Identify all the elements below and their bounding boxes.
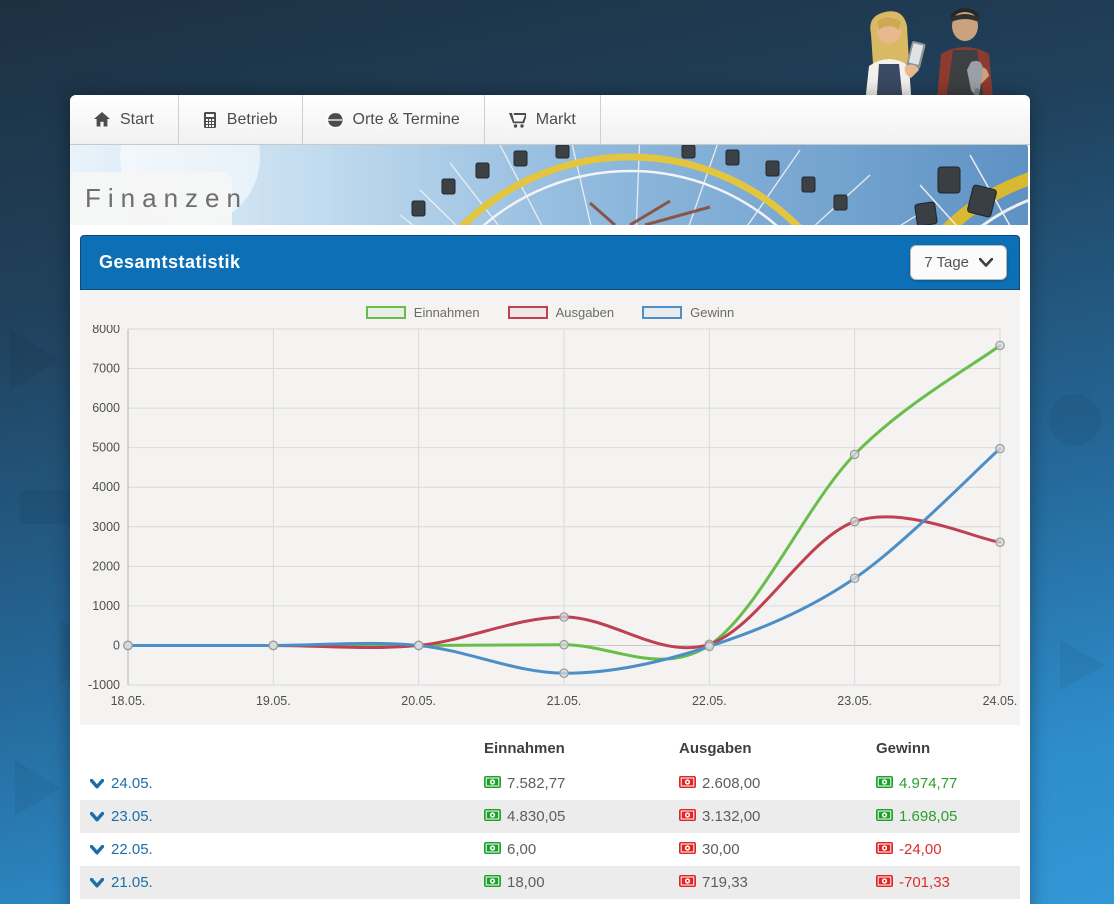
table-row-date[interactable]: 22.05.: [90, 841, 484, 858]
table-row-date[interactable]: 23.05.: [90, 808, 484, 825]
content-card: Start Betrieb Orte & Termine: [70, 95, 1030, 904]
ausgaben-value: 719,33: [679, 874, 876, 891]
einnahmen-value: 6,00: [484, 841, 679, 858]
chart-legend: Einnahmen Ausgaben Gewinn: [80, 299, 1020, 325]
table-row: 24.05. 7.582,77 2.608,00 4.974,77: [80, 767, 1020, 800]
legend-swatch: [507, 305, 548, 319]
header-gewinn: Gewinn: [876, 739, 931, 757]
chevron-down-icon: [90, 877, 104, 887]
chevron-down-icon: [90, 778, 104, 788]
page-title: Finanzen: [70, 172, 241, 225]
money-icon: [679, 776, 696, 788]
svg-text:19.05.: 19.05.: [256, 694, 291, 708]
legend-swatch: [642, 305, 683, 319]
money-icon: [484, 776, 501, 788]
svg-text:21.05.: 21.05.: [547, 694, 582, 708]
nav-tab-orte-termine[interactable]: Orte & Termine: [303, 95, 485, 144]
nav-label: Start: [120, 110, 154, 128]
legend-label: Ausgaben: [555, 304, 615, 320]
ausgaben-value: 30,00: [679, 841, 876, 858]
ausgaben-value: 3.132,00: [679, 808, 876, 825]
gewinn-value: -701,33: [876, 874, 1020, 891]
chevron-down-icon: [90, 844, 104, 854]
svg-text:23.05.: 23.05.: [837, 694, 872, 708]
cart-icon: [508, 112, 526, 128]
money-icon: [679, 875, 696, 887]
header-banner: Finanzen: [70, 145, 1030, 225]
table-row: 23.05. 4.830,05 3.132,00 1.698,05: [80, 800, 1020, 833]
money-icon: [876, 875, 893, 887]
table-header-row: Einnahmen Ausgaben Gewinn: [80, 729, 1020, 767]
range-dropdown[interactable]: 7 Tage: [910, 245, 1007, 280]
svg-text:5000: 5000: [92, 441, 120, 455]
chevron-down-icon: [979, 258, 993, 267]
date-label: 21.05.: [111, 874, 153, 891]
money-icon: [484, 875, 501, 887]
money-icon: [876, 776, 893, 788]
legend-item: Gewinn: [642, 305, 734, 320]
svg-text:2000: 2000: [92, 559, 120, 573]
finance-table: Einnahmen Ausgaben Gewinn 24.05. 7.582,7…: [80, 729, 1020, 899]
gewinn-value: -24,00: [876, 841, 1020, 858]
date-label: 23.05.: [111, 808, 153, 825]
nav-tab-betrieb[interactable]: Betrieb: [179, 95, 303, 144]
table-row: 22.05. 6,00 30,00 -24,00: [80, 833, 1020, 866]
svg-text:24.05.: 24.05.: [983, 694, 1018, 708]
money-icon: [876, 842, 893, 854]
money-icon: [484, 842, 501, 854]
finance-line-chart: -1000 0 1000 2000 3000 4000 5000 6000 7000 8000 18…: [88, 322, 1018, 708]
svg-text:18.05.: 18.05.: [111, 694, 146, 708]
legend-item: Ausgaben: [507, 304, 615, 320]
page-title-text: Finanzen: [85, 183, 248, 213]
svg-text:3000: 3000: [92, 520, 120, 534]
globe-icon: [326, 111, 343, 128]
date-label: 24.05.: [111, 775, 153, 792]
nav-label: Betrieb: [226, 110, 278, 128]
svg-text:-1000: -1000: [88, 678, 120, 692]
legend-label: Gewinn: [690, 304, 735, 320]
header-ausgaben: Ausgaben: [679, 739, 752, 757]
money-icon: [679, 809, 696, 821]
chevron-down-icon: [90, 811, 104, 821]
nav-label: Markt: [535, 110, 576, 128]
svg-text:22.05.: 22.05.: [692, 694, 727, 708]
svg-text:7000: 7000: [92, 362, 120, 376]
money-icon: [484, 809, 501, 821]
money-icon: [679, 842, 696, 854]
range-value: 7 Tage: [924, 254, 969, 271]
chart-block: Einnahmen Ausgaben Gewinn -1000 0 1000 2000 30…: [80, 290, 1020, 725]
nav-tab-start[interactable]: Start: [70, 95, 179, 144]
svg-text:4000: 4000: [92, 480, 120, 494]
building-icon: [203, 111, 216, 128]
date-label: 22.05.: [111, 841, 153, 858]
einnahmen-value: 18,00: [484, 874, 679, 891]
panel-header: Gesamtstatistik 7 Tage: [80, 235, 1020, 290]
top-navigation: Start Betrieb Orte & Termine: [70, 95, 1030, 145]
gewinn-value: 1.698,05: [876, 808, 1020, 825]
money-icon: [876, 809, 893, 821]
legend-item: Einnahmen: [365, 304, 480, 320]
header-einnahmen: Einnahmen: [484, 739, 565, 757]
nav-label: Orte & Termine: [352, 110, 460, 128]
einnahmen-value: 7.582,77: [484, 775, 679, 792]
panel-title: Gesamtstatistik: [99, 252, 241, 272]
nav-spacer: [601, 95, 1030, 144]
svg-text:6000: 6000: [92, 401, 120, 415]
svg-text:1000: 1000: [92, 599, 120, 613]
svg-text:8000: 8000: [92, 325, 120, 336]
legend-label: Einnahmen: [413, 304, 480, 320]
svg-text:0: 0: [113, 638, 120, 652]
nav-tab-markt[interactable]: Markt: [485, 95, 601, 144]
einnahmen-value: 4.830,05: [484, 808, 679, 825]
home-icon: [94, 112, 110, 127]
ausgaben-value: 2.608,00: [679, 775, 876, 792]
table-row: 21.05. 18,00 719,33 -701,33: [80, 866, 1020, 899]
legend-swatch: [365, 305, 406, 319]
gewinn-value: 4.974,77: [876, 775, 1020, 792]
svg-text:20.05.: 20.05.: [401, 694, 436, 708]
table-row-date[interactable]: 21.05.: [90, 874, 484, 891]
table-row-date[interactable]: 24.05.: [90, 775, 484, 792]
